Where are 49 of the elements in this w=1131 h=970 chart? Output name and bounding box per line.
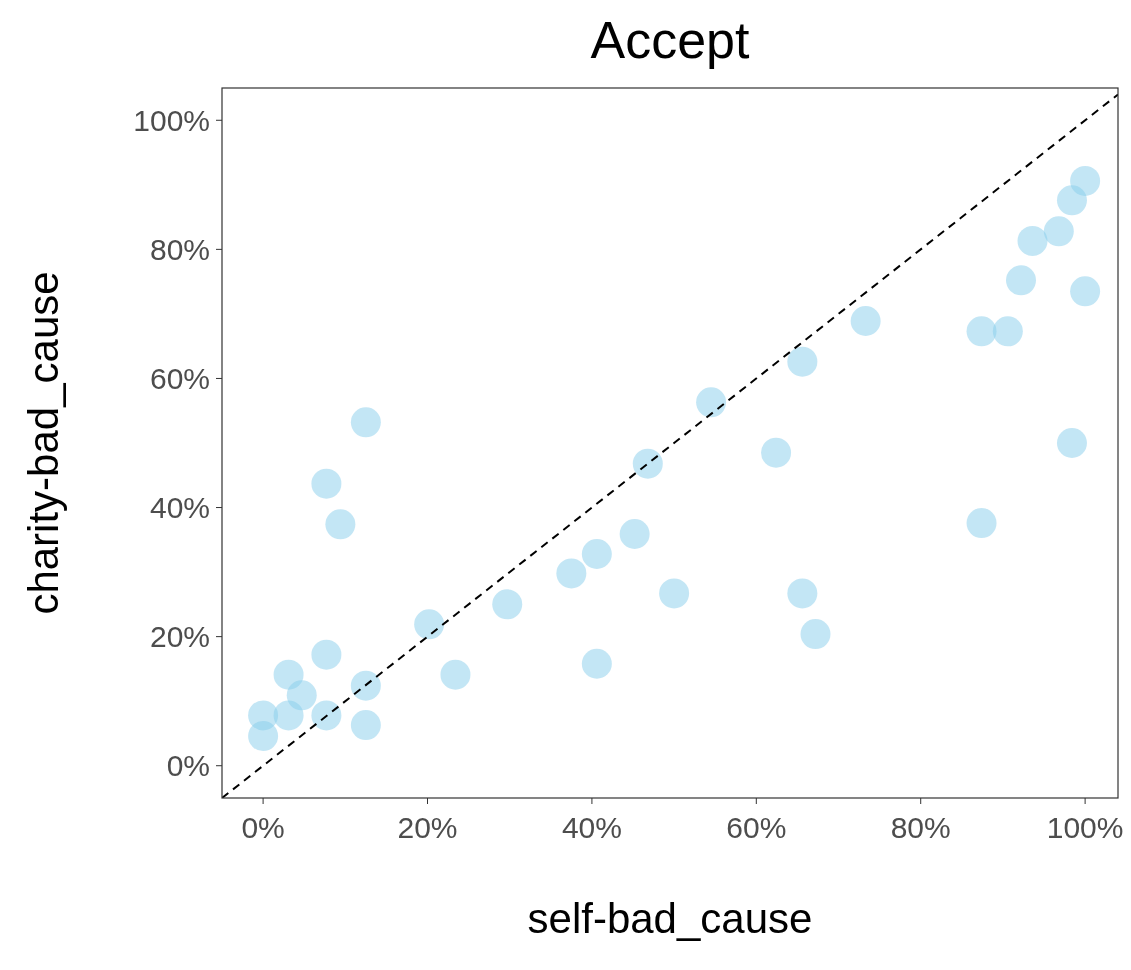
point: [556, 558, 587, 589]
point: [440, 659, 471, 690]
x-axis-title: self-bad_cause: [527, 895, 813, 942]
x-tick-label: 20%: [397, 811, 458, 844]
point: [1006, 265, 1036, 296]
x-tick-label: 0%: [241, 811, 285, 844]
point: [800, 619, 831, 650]
chart-title: Accept: [590, 11, 751, 69]
y-tick-label: 80%: [149, 232, 210, 266]
point: [311, 639, 342, 670]
x-tick-label: 40%: [561, 811, 622, 844]
point: [248, 721, 279, 752]
point: [1070, 276, 1101, 307]
point: [1017, 225, 1048, 256]
y-axis-title: charity-bad_cause: [20, 271, 67, 615]
point: [311, 468, 342, 499]
x-tick-label: 80%: [890, 811, 951, 844]
point: [273, 659, 304, 690]
point: [761, 437, 792, 468]
point: [581, 648, 612, 679]
point: [311, 700, 342, 731]
point: [350, 710, 381, 741]
point: [325, 509, 356, 540]
x-tick-label: 60%: [726, 811, 787, 844]
point: [850, 306, 881, 337]
y-tick-label: 20%: [149, 620, 210, 654]
point: [1043, 216, 1074, 247]
point: [696, 387, 727, 418]
point: [1056, 428, 1087, 458]
point: [966, 316, 997, 347]
y-tick-label: 100%: [133, 103, 210, 137]
point: [581, 539, 612, 570]
x-tick-label: 100%: [1046, 811, 1124, 844]
point: [286, 680, 317, 711]
point: [787, 578, 818, 609]
point: [632, 448, 663, 479]
y-tick-label: 40%: [149, 491, 210, 525]
point: [350, 670, 381, 701]
point: [1070, 165, 1101, 196]
point: [414, 609, 445, 640]
y-tick-label: 0%: [166, 749, 210, 783]
point: [966, 508, 997, 539]
point: [787, 346, 818, 377]
point: [659, 578, 690, 609]
point: [619, 519, 650, 550]
y-tick-label: 60%: [149, 361, 210, 395]
point: [350, 407, 381, 438]
point: [492, 589, 523, 620]
point: [992, 316, 1023, 347]
